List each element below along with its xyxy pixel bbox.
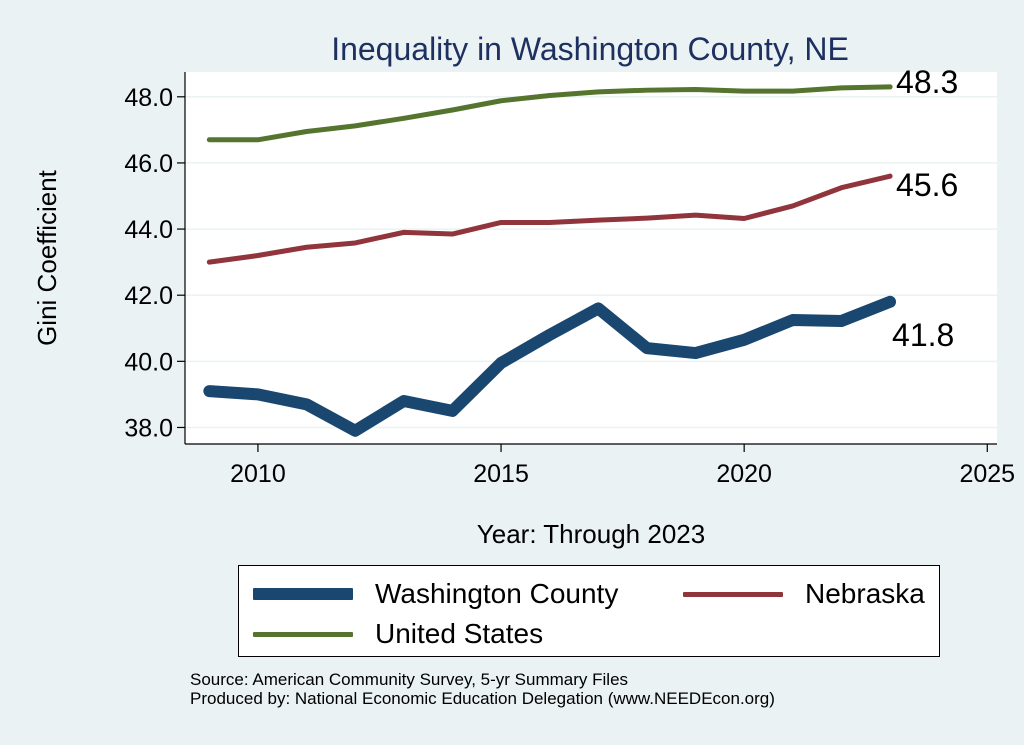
legend-swatch-washington-county <box>253 588 353 600</box>
series-line-nebraska <box>206 173 893 265</box>
plot-area <box>185 72 997 444</box>
source-note: Source: American Community Survey, 5-yr … <box>190 670 775 708</box>
y-tick-label: 42.0 <box>124 282 173 310</box>
x-tick-label: 2010 <box>230 460 286 488</box>
series-line-washington-county <box>203 295 897 437</box>
x-tick-label: 2015 <box>473 460 529 488</box>
chart-title: Inequality in Washington County, NE <box>331 31 849 67</box>
legend-item-united-states: United States <box>253 618 543 650</box>
legend: Washington County Nebraska United States <box>238 565 940 657</box>
legend-swatch-nebraska <box>683 591 783 597</box>
legend-item-nebraska: Nebraska <box>683 578 925 610</box>
legend-item-washington-county: Washington County <box>253 578 618 610</box>
series-line-united-states <box>206 84 893 143</box>
series-lines <box>203 84 897 437</box>
end-point-washington-county <box>887 299 893 305</box>
legend-label-nebraska: Nebraska <box>805 578 925 609</box>
source-line: Source: American Community Survey, 5-yr … <box>190 670 629 689</box>
end-label-united-states: 48.3 <box>896 64 958 100</box>
y-tick-label: 38.0 <box>124 414 173 442</box>
legend-label-washington-county: Washington County <box>375 578 619 609</box>
y-axis-label: Gini Coefficient <box>32 169 62 346</box>
end-label-nebraska: 45.6 <box>896 167 958 203</box>
y-tick-label: 40.0 <box>124 348 173 376</box>
end-label-washington-county: 41.8 <box>892 317 954 353</box>
end-point-united-states <box>887 84 893 90</box>
y-tick-label: 46.0 <box>124 150 173 178</box>
chart-svg: Inequality in Washington County, NE 38.0… <box>32 31 1015 549</box>
y-tick-label: 48.0 <box>124 84 173 112</box>
axes: 38.0 40.0 42.0 44.0 46.0 48.0 2010 2015 2020 2025 <box>124 72 1015 488</box>
end-labels: 41.8 45.6 48.3 <box>892 64 958 353</box>
grid-lines <box>185 96 997 429</box>
x-axis-label: Year: Through 2023 <box>477 519 705 549</box>
x-tick-label: 2020 <box>716 460 772 488</box>
x-tick-label: 2025 <box>959 460 1015 488</box>
legend-swatch-united-states <box>253 631 353 637</box>
legend-label-united-states: United States <box>375 618 544 649</box>
end-point-nebraska <box>887 173 893 179</box>
produced-by-line: Produced by: National Economic Education… <box>190 689 775 708</box>
y-tick-label: 44.0 <box>124 216 173 244</box>
